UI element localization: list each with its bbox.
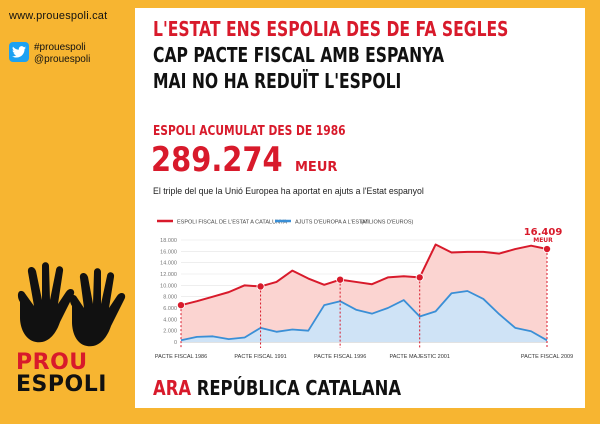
accumulated-value: 289.274 — [151, 140, 283, 180]
twitter-hashtag: #prouespoli — [34, 42, 86, 53]
legend-label-ajuts: AJUTS D'EUROPA A L'ESTAT — [295, 220, 369, 226]
x-annotation-label: PACTE FISCAL 1986 — [155, 354, 207, 360]
y-tick-label: 12.000 — [160, 272, 177, 278]
data-point-marker — [336, 275, 345, 284]
chart: ESPOLI FISCAL DE L'ESTAT A CATALUNYA AJU… — [155, 220, 573, 361]
x-annotation-label: PACTE FISCAL 1991 — [234, 354, 286, 360]
twitter-block[interactable]: #prouespoli @prouespoli — [9, 42, 90, 66]
accumulated-label: ESPOLI ACUMULAT DES DE 1986 — [153, 124, 346, 139]
end-value-unit: MEUR — [533, 237, 553, 244]
data-point-marker — [542, 245, 551, 254]
y-tick-label: 4.000 — [163, 317, 177, 323]
slogan: ARA REPÚBLICA CATALANA — [153, 376, 401, 400]
y-tick-label: 2.000 — [163, 329, 177, 335]
y-tick-label: 6.000 — [163, 306, 177, 312]
y-tick-label: 18.000 — [160, 238, 177, 244]
y-tick-label: 14.000 — [160, 261, 177, 267]
logo-line2: ESPOLI — [16, 372, 107, 397]
series-line-ajuts — [180, 290, 548, 342]
prou-espoli-logo: PROU ESPOLI — [16, 352, 107, 396]
headline-line1: L'ESTAT ENS ESPOLIA DES DE FA SEGLES — [153, 17, 509, 41]
slogan-republica: REPÚBLICA CATALANA — [196, 376, 402, 400]
legend-units: (MILIONS D'EUROS) — [361, 220, 414, 226]
twitter-handle: @prouespoli — [34, 54, 91, 65]
twitter-bird-icon — [9, 42, 29, 62]
data-point-marker — [256, 282, 265, 291]
y-tick-label: 0 — [174, 340, 177, 346]
end-value-label: 16.409 — [524, 227, 563, 238]
y-tick-label: 16.000 — [160, 249, 177, 255]
x-annotation-label: PACTE FISCAL 2009 — [521, 354, 573, 360]
y-tick-label: 10.000 — [160, 283, 177, 289]
infographic-card: L'ESTAT ENS ESPOLIA DES DE FA SEGLES CAP… — [135, 8, 585, 408]
accumulated-unit: MEUR — [295, 160, 338, 175]
chart-legend: ESPOLI FISCAL DE L'ESTAT A CATALUNYA AJU… — [157, 220, 414, 226]
data-point-marker — [177, 301, 186, 310]
logo-line1: PROU — [16, 350, 88, 375]
headline-line2: CAP PACTE FISCAL AMB ESPANYA — [153, 43, 445, 67]
sidebar: www.prouespoli.cat #prouespoli @prouespo… — [0, 0, 135, 424]
x-annotation-label: PACTE MAJESTIC 2001 — [389, 354, 449, 360]
series-line-espoli — [180, 243, 548, 307]
area-ajuts — [181, 291, 547, 342]
slogan-ara: ARA — [153, 376, 192, 400]
site-url[interactable]: www.prouespoli.cat — [9, 10, 108, 22]
hands-logo-icon — [17, 262, 126, 347]
data-point-marker — [415, 273, 424, 282]
headline-line3: MAI NO HA REDUÏT L'ESPOLI — [153, 69, 402, 93]
x-annotation-label: PACTE FISCAL 1996 — [314, 354, 366, 360]
y-tick-label: 8.000 — [163, 295, 177, 301]
accumulated-note: El triple del que la Unió Europea ha apo… — [153, 186, 424, 197]
headline: L'ESTAT ENS ESPOLIA DES DE FA SEGLES CAP… — [153, 16, 508, 94]
legend-label-espoli: ESPOLI FISCAL DE L'ESTAT A CATALUNYA — [177, 220, 287, 226]
